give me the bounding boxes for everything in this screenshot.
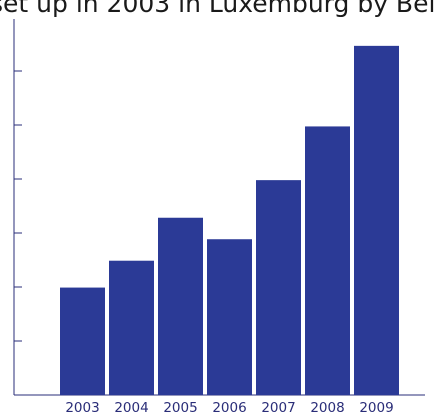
x-tick-label: 2006 (212, 400, 246, 414)
x-tick-label: 2003 (65, 400, 99, 414)
bar-2004 (109, 260, 154, 395)
bar-2006 (207, 239, 252, 395)
x-tick-label: 2007 (261, 400, 295, 414)
bar-2007 (256, 180, 301, 395)
x-tick-label: 2004 (114, 400, 148, 414)
bar-2008 (305, 126, 350, 395)
x-tick-label: 2005 (163, 400, 197, 414)
bar-2003 (60, 287, 105, 395)
bar-2009 (354, 45, 399, 395)
chart-title: set up in 2003 in Luxemburg by Belgia (0, 0, 434, 18)
x-tick-label: 2008 (310, 400, 344, 414)
x-tick-label: 2009 (359, 400, 393, 414)
bar-2005 (158, 217, 203, 395)
